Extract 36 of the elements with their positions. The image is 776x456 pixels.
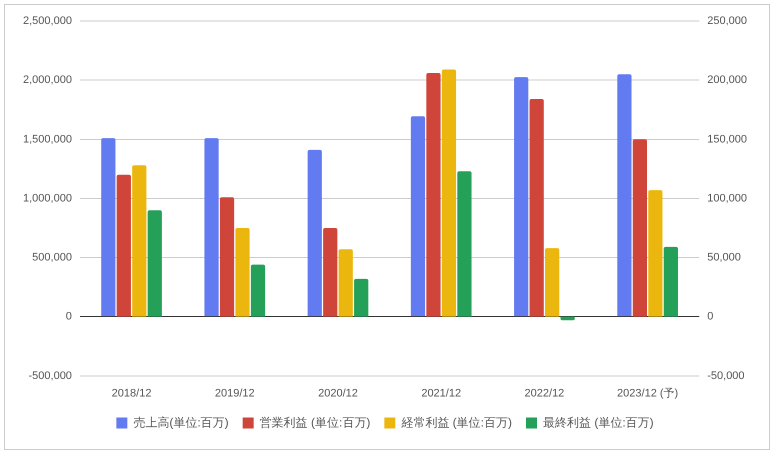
- bar: [338, 249, 353, 317]
- y-tick-label: 1,500,000: [23, 133, 72, 146]
- x-tick-label: 2020/12: [318, 387, 358, 400]
- bar: [250, 264, 266, 317]
- y2-tick-label: 50,000: [707, 252, 741, 264]
- bar: [148, 210, 162, 317]
- y2-tick-label: -50,000: [707, 370, 745, 382]
- y2-tick-label: 250,000: [707, 15, 748, 28]
- x-tick-label: 2019/12: [214, 387, 255, 400]
- legend-label: 最終利益 (単位:百万): [542, 415, 654, 430]
- legend-label: 営業利益 (単位:百万): [260, 415, 370, 430]
- legend-label: 売上高(単位:百万): [133, 415, 229, 430]
- y-tick-label: -500,000: [28, 370, 72, 382]
- bar: [664, 246, 678, 317]
- y2-tick-label: 150,000: [707, 133, 748, 146]
- y-tick-label: 1,000,000: [23, 192, 72, 204]
- bar: [545, 248, 560, 317]
- y2-tick-label: 100,000: [707, 192, 748, 204]
- y-tick-label: 0: [66, 310, 72, 323]
- bar: [442, 69, 456, 317]
- bar: [648, 190, 662, 317]
- bar: [235, 228, 250, 317]
- y2-tick-label: 0: [707, 310, 714, 323]
- x-tick-label: 2022/12: [524, 387, 564, 400]
- legend-label: 経常利益 (単位:百万): [400, 415, 512, 430]
- bar: [132, 165, 146, 317]
- bar: [560, 316, 575, 320]
- bar: [354, 278, 368, 317]
- y-tick-label: 2,000,000: [23, 74, 72, 86]
- y2-tick-label: 200,000: [707, 74, 748, 86]
- x-tick-label: 2021/12: [421, 387, 462, 400]
- y-tick-label: 500,000: [32, 252, 72, 264]
- bar: [457, 171, 472, 317]
- x-tick-label: 2023/12 (予): [617, 387, 678, 400]
- y-tick-label: 2,500,000: [23, 15, 72, 28]
- x-tick-label: 2018/12: [112, 387, 152, 400]
